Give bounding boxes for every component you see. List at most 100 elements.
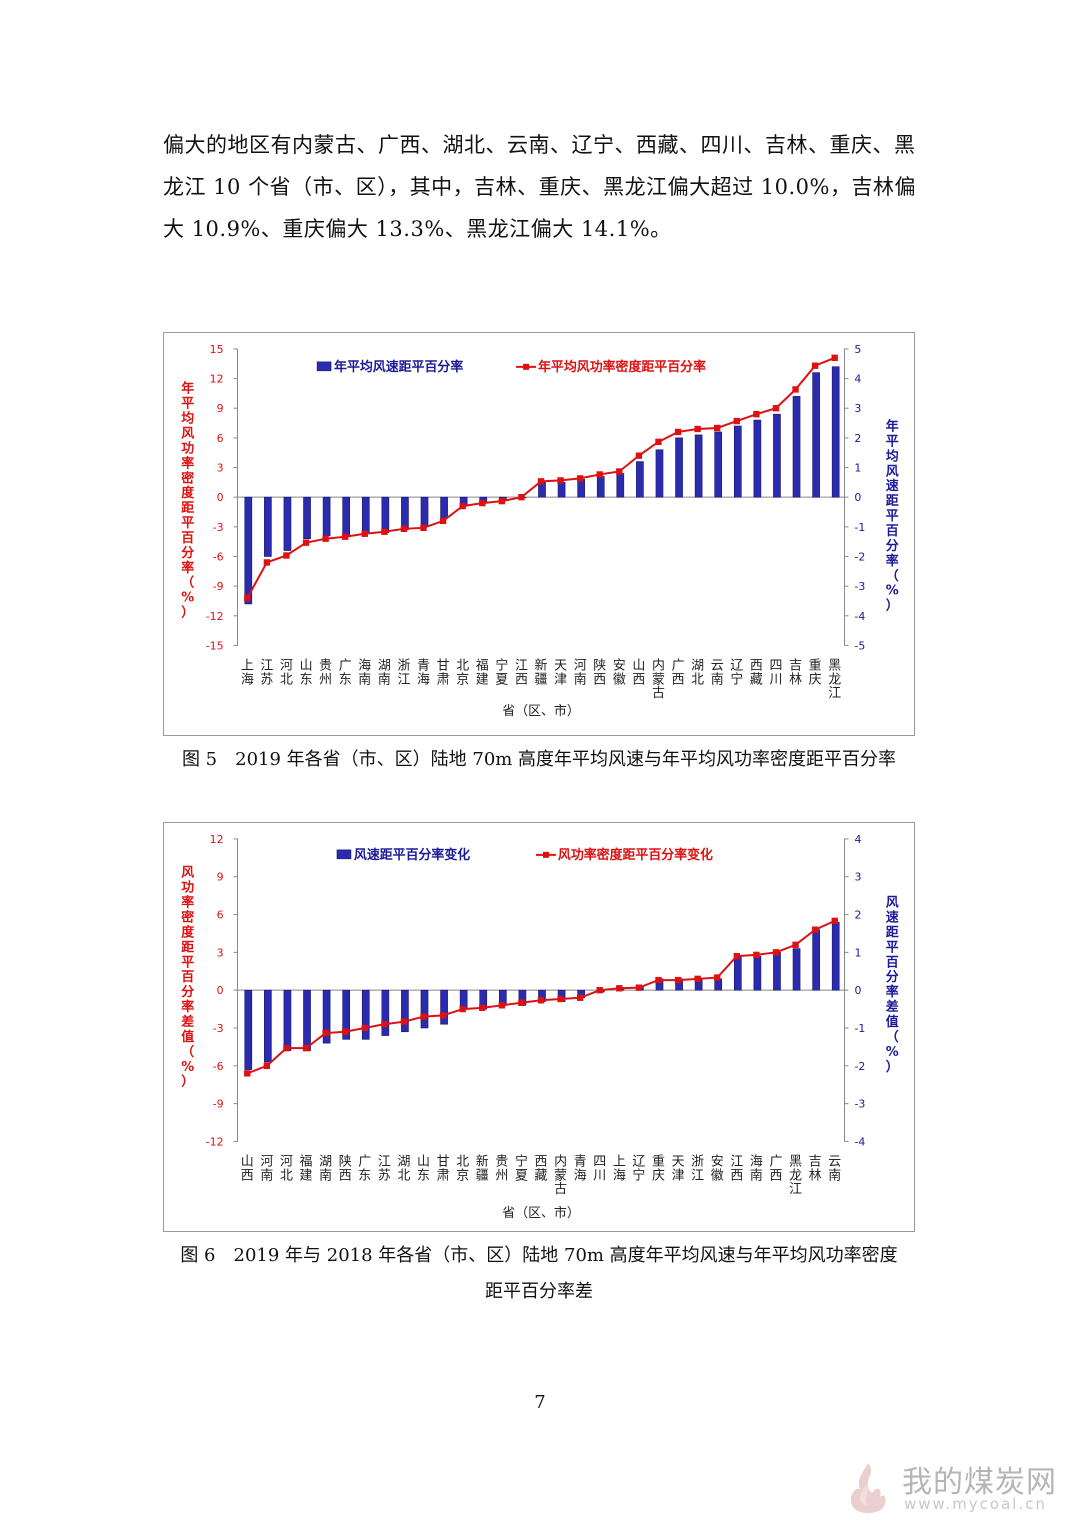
right-tick-label: -3 [854, 1098, 865, 1111]
category-label: 山东 [417, 1154, 430, 1183]
text-line-1: 偏大的地区有内蒙古、广西、湖北、云南、辽宁、西藏、四川、吉林、重庆、黑 [163, 133, 916, 157]
category-label: 江西 [730, 1154, 743, 1183]
right-tick-label: 4 [854, 833, 861, 846]
category-label: 河南 [260, 1154, 273, 1183]
bar [753, 419, 762, 498]
line-marker [361, 1024, 368, 1032]
bar [616, 473, 625, 498]
category-label: 湖北 [397, 1154, 410, 1183]
category-label: 海南 [750, 1154, 763, 1183]
category-label: 湖北 [691, 658, 704, 687]
page-number: 7 [534, 1392, 546, 1413]
line-marker [400, 525, 408, 532]
line-marker [322, 1029, 329, 1037]
right-tick-label: 2 [854, 432, 861, 445]
category-label: 广西 [672, 658, 685, 687]
watermark: 我的煤炭网 www.mycoal.cn [842, 1455, 1072, 1519]
right-tick-label: -4 [854, 1135, 865, 1148]
right-tick-label: -2 [854, 550, 865, 563]
line-marker [635, 452, 643, 459]
category-label: 广西 [770, 1154, 783, 1183]
bar [440, 496, 448, 519]
x-axis-label: 省（区、市） [502, 703, 580, 719]
line-marker [361, 530, 368, 537]
line-marker [518, 493, 525, 501]
line-marker [792, 941, 799, 948]
line-marker [381, 1021, 388, 1028]
bar [361, 496, 370, 534]
right-tick-label: -1 [854, 521, 865, 534]
category-label: 甘肃 [437, 1154, 450, 1183]
watermark-url: www.mycoal.cn [904, 1495, 1047, 1513]
left-tick-label: -9 [213, 580, 224, 593]
body-text: 偏大的地区有内蒙古、广西、湖北、云南、辽宁、西藏、四川、吉林、重庆、黑 龙江 1… [163, 124, 923, 250]
category-label: 广东 [339, 658, 352, 687]
line-marker [733, 952, 740, 960]
category-label: 青海 [417, 658, 430, 687]
bar [792, 396, 801, 498]
line-marker [655, 438, 662, 446]
line-marker [831, 917, 838, 925]
category-label: 吉林 [789, 658, 802, 687]
category-label: 宁夏 [515, 1153, 528, 1183]
category-label: 辽宁 [632, 1154, 645, 1183]
category-label: 山东 [300, 658, 313, 687]
bar [675, 437, 683, 498]
category-label: 重庆 [809, 657, 822, 687]
left-tick-label: -3 [213, 1022, 224, 1035]
bar [401, 496, 409, 531]
bar [636, 461, 644, 498]
bar [381, 496, 390, 534]
bar [577, 479, 585, 498]
category-label: 广东 [358, 1154, 371, 1183]
category-label: 河北 [280, 1154, 293, 1183]
figure-6-svg: 12 9 6 3 0 -3 -6 -9 -12 4 3 2 1 0 -1 -2 -3 -4 山西河南河北福建湖南陕西… [180, 833, 899, 1221]
right-axis-title: 风速距平百分率差值（%） [886, 896, 899, 1075]
legend-bar-swatch [316, 361, 332, 372]
category-label: 安徽 [613, 658, 626, 687]
bar [812, 372, 820, 498]
left-tick-label: -6 [213, 1060, 224, 1073]
category-label: 山西 [241, 1154, 254, 1183]
line-marker [674, 976, 682, 984]
category-label: 山西 [632, 658, 645, 687]
left-axis-title: 风功率密度距平百分率差值（%） [180, 866, 194, 1090]
line-marker [381, 528, 388, 535]
right-tick-label: 1 [854, 946, 861, 959]
category-label: 内蒙古 [554, 1153, 567, 1197]
line-marker [283, 1044, 290, 1052]
category-label: 湖南 [319, 1154, 332, 1183]
category-label: 贵州 [319, 658, 332, 687]
right-tick-label: -3 [854, 580, 865, 593]
line-marker [302, 1044, 310, 1052]
category-label: 河北 [280, 658, 293, 687]
bar [303, 989, 311, 1051]
bar [733, 955, 742, 991]
text-line-3: 大 10.9%、重庆偏大 13.3%、黑龙江偏大 14.1%。 [163, 217, 672, 241]
line-marker [714, 974, 721, 981]
category-label: 西藏 [750, 658, 763, 687]
category-label: 天津 [554, 658, 567, 687]
line-marker [263, 559, 271, 566]
figure-6-chart: 12 9 6 3 0 -3 -6 -9 -12 4 3 2 1 0 -1 -2 -3 -4 山西 河南 河北 福建 湖南 陕西… [163, 822, 915, 1232]
category-label: 辽宁 [730, 658, 743, 687]
right-tick-label: 0 [854, 491, 861, 504]
line-marker [420, 1013, 427, 1020]
series-line [246, 356, 836, 599]
line-marker [655, 976, 662, 984]
bar [773, 952, 781, 991]
line-marker [596, 986, 603, 994]
figure-6-caption: 图 6 2019 年与 2018 年各省（市、区）陆地 70m 高度年平均风速与… [163, 1238, 915, 1310]
bar [401, 989, 409, 1033]
line-marker [498, 497, 506, 505]
right-tick-label: 2 [854, 909, 861, 922]
category-label: 北京 [456, 1154, 469, 1183]
left-tick-label: 0 [217, 491, 224, 504]
category-label: 重庆 [652, 1153, 665, 1183]
bar [244, 989, 253, 1070]
figure-6-caption-line-1: 图 6 2019 年与 2018 年各省（市、区）陆地 70m 高度年平均风速与… [180, 1245, 898, 1266]
category-label: 青海 [574, 1154, 587, 1183]
flame-logo-icon [850, 1463, 886, 1514]
line-marker [557, 477, 564, 484]
bar [538, 482, 546, 498]
